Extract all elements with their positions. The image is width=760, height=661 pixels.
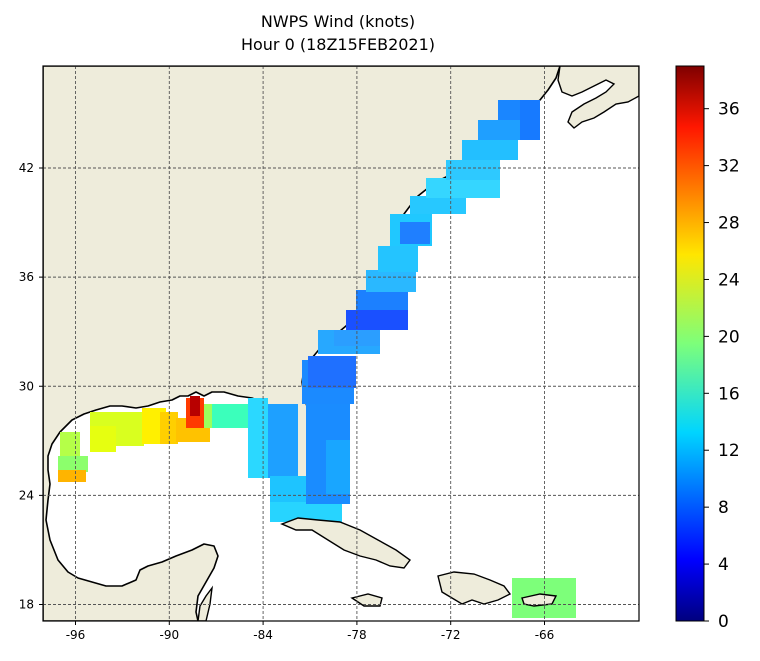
lon-tick-label: -78: [347, 628, 367, 642]
latitude-ticks: 18 24 30 36 42: [19, 161, 43, 612]
land-hispaniola: [437, 571, 512, 605]
map-title: NWPS Wind (knots): [260, 12, 416, 31]
map-panel: [43, 66, 639, 621]
land-cuba: [280, 517, 411, 569]
colorbar-tick-label: 28: [718, 214, 740, 234]
lat-tick-label: 24: [19, 488, 34, 502]
lon-tick-label: -72: [441, 628, 461, 642]
lat-tick-label: 18: [19, 598, 34, 612]
map-subtitle: Hour 0 (18Z15FEB2021): [240, 35, 436, 54]
lat-tick-label: 42: [19, 161, 34, 175]
colorbar-tick-label: 24: [718, 270, 740, 290]
colorbar-tick-label: 20: [718, 327, 740, 347]
map-gridlines: [43, 66, 639, 621]
colorbar-ticks: 0 4 8 12 16 20 24 28 32 36: [704, 100, 740, 632]
colorbar-tick-label: 0: [718, 612, 729, 632]
land-jamaica: [350, 593, 383, 607]
lon-tick-label: -90: [159, 628, 179, 642]
lat-tick-label: 30: [19, 379, 34, 393]
colorbar-tick-label: 16: [718, 384, 740, 404]
lon-tick-label: -66: [535, 628, 555, 642]
colorbar: [675, 65, 705, 622]
colorbar-tick-label: 32: [718, 157, 740, 177]
land-maritime: [557, 66, 639, 129]
colorbar-tick-label: 12: [718, 441, 740, 461]
land-puerto-rico: [521, 593, 558, 607]
lat-tick-label: 36: [19, 270, 34, 284]
colorbar-tick-label: 4: [718, 555, 729, 575]
lon-tick-label: -84: [253, 628, 273, 642]
colorbar-tick-label: 36: [718, 100, 740, 120]
lon-tick-label: -96: [66, 628, 86, 642]
map-frame: [42, 65, 640, 622]
longitude-ticks: -96 -90 -84 -78 -72 -66: [66, 621, 555, 642]
colorbar-tick-label: 8: [718, 498, 729, 518]
